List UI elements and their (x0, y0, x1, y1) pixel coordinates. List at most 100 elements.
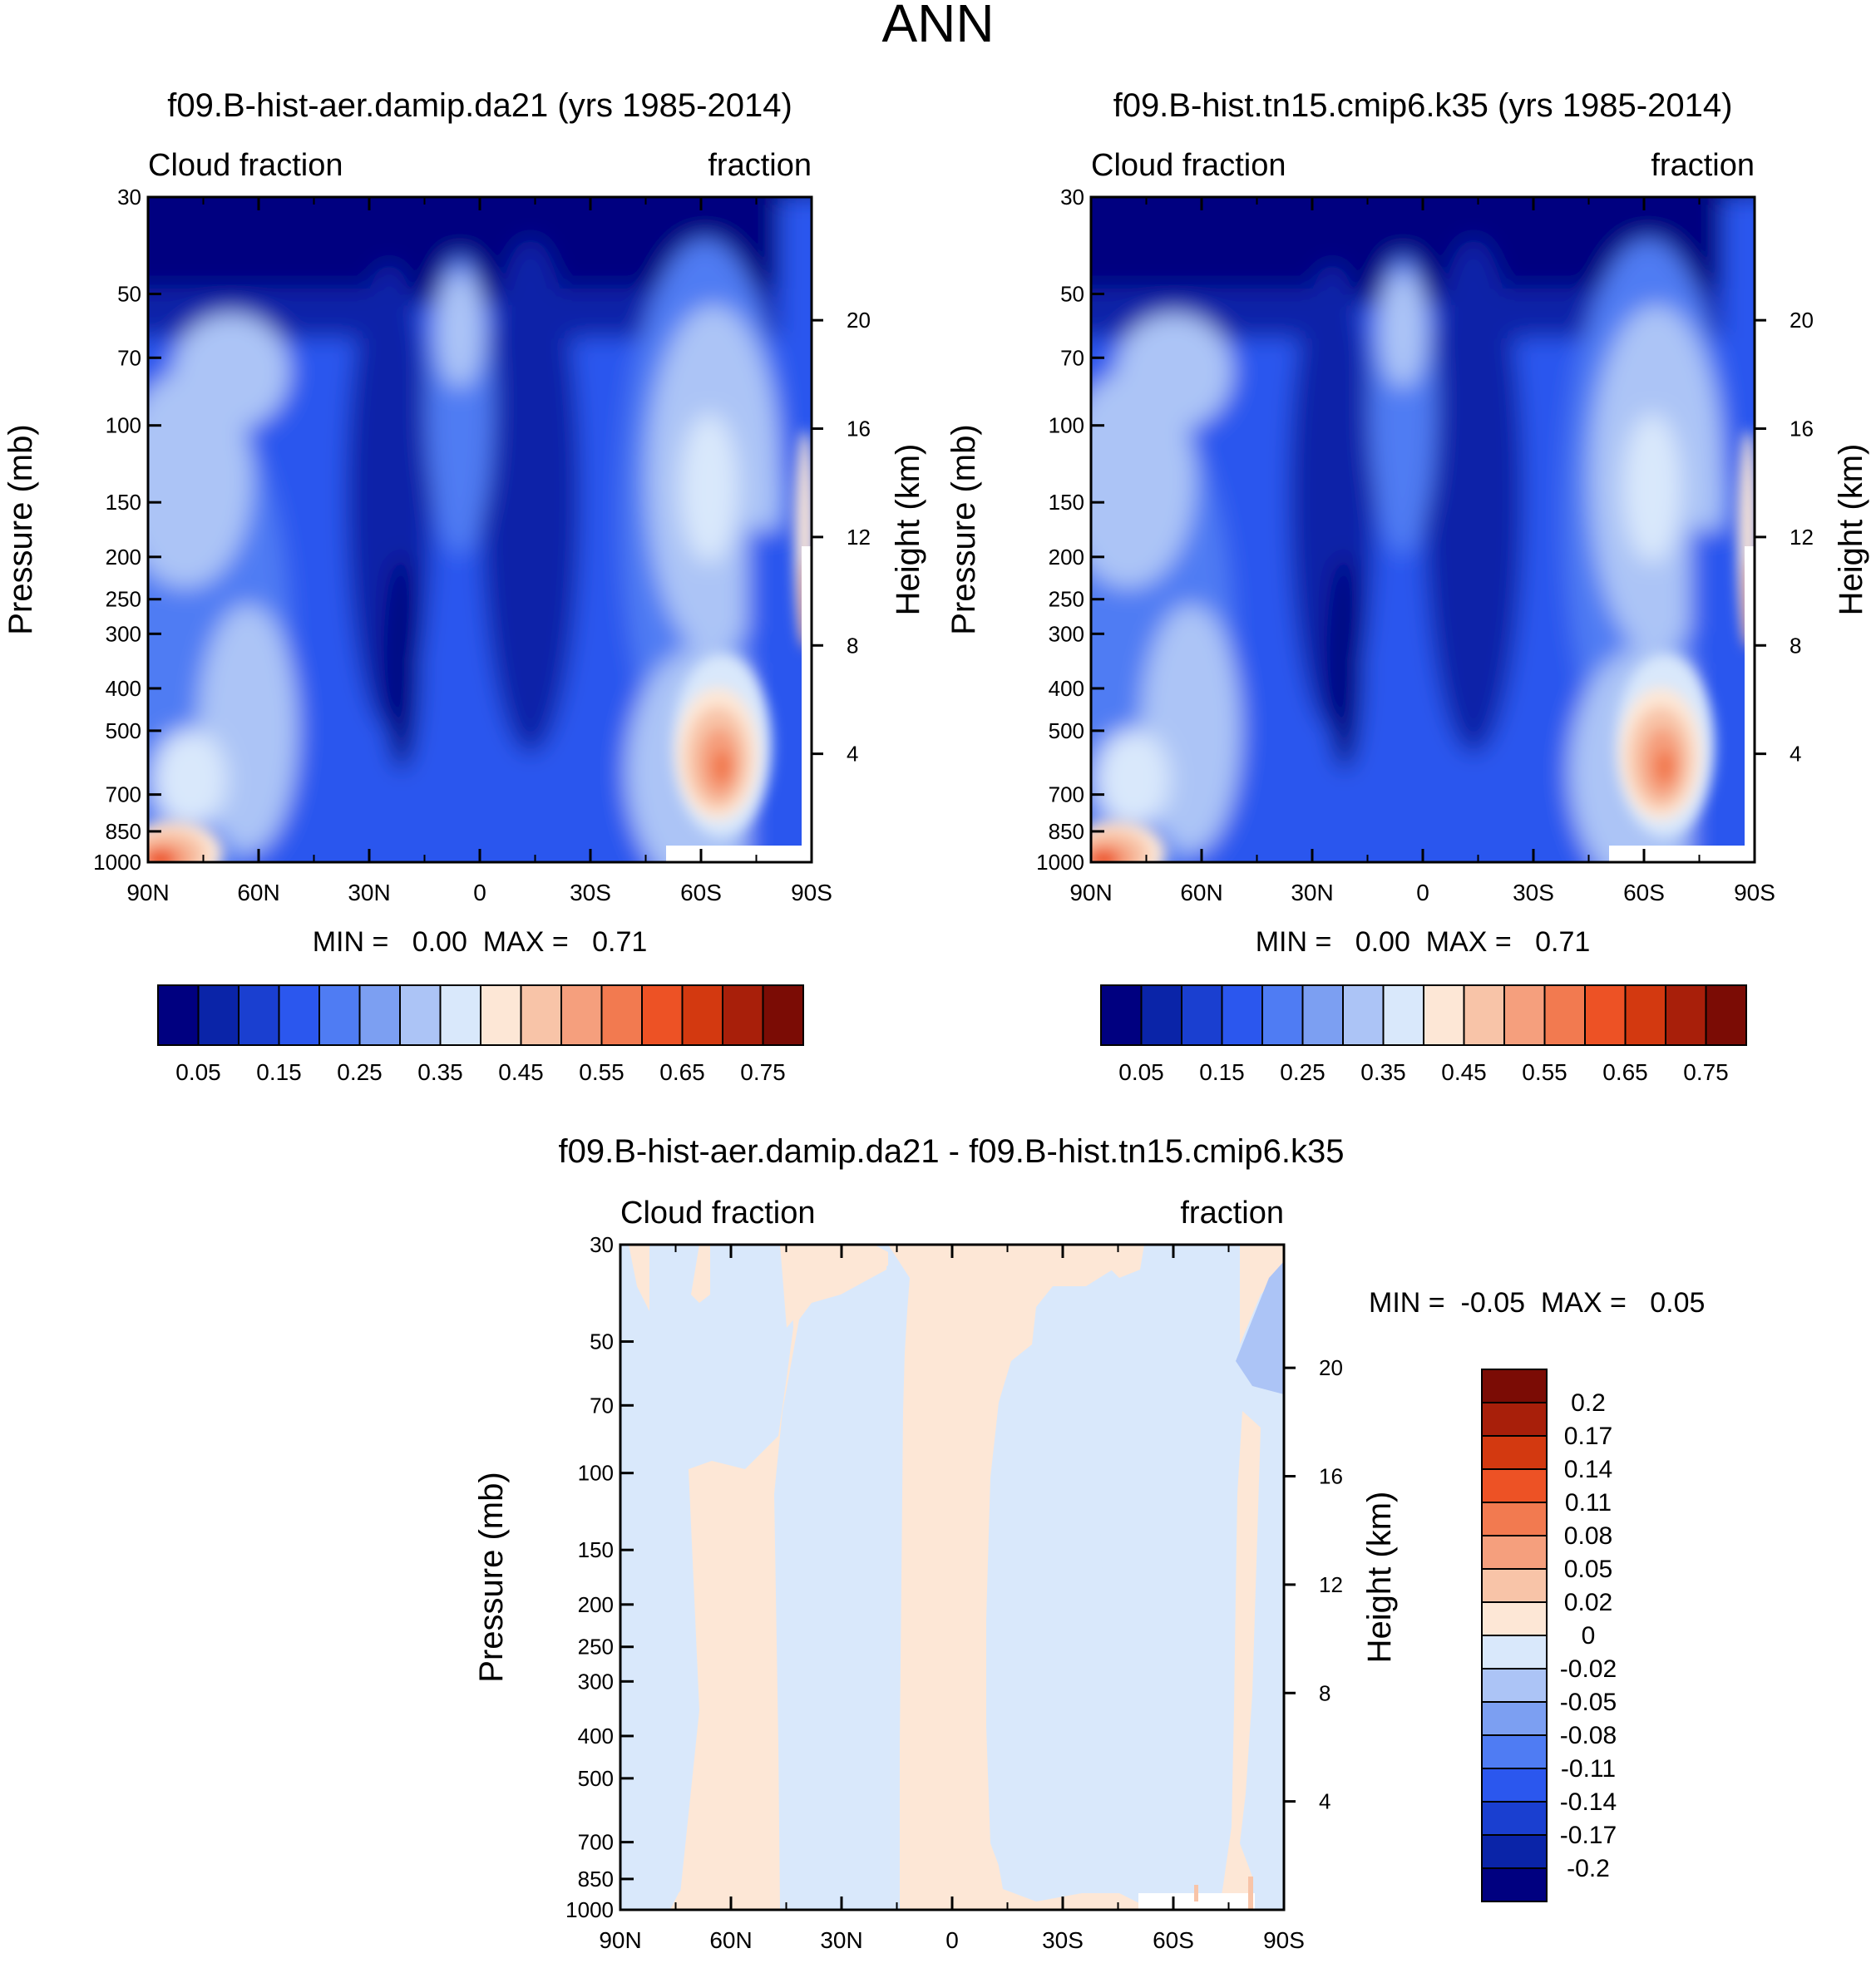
height-tick-label: 4 (1790, 742, 1801, 767)
colorbar-label: 0.08 (1564, 1522, 1612, 1550)
y-tick-label: 250 (1049, 587, 1084, 612)
panel-difference: f09.B-hist-aer.damip.da21 - f09.B-hist.t… (473, 1133, 1705, 1953)
y-tick-label: 150 (1049, 490, 1084, 515)
y-tick-label: 250 (578, 1635, 614, 1660)
colorbar-swatch (1481, 1369, 1548, 1403)
height-tick-label: 16 (1319, 1464, 1343, 1489)
height-tick-label: 20 (1790, 308, 1814, 333)
x-tick-label: 30N (1291, 880, 1333, 905)
colorbar-label: 0.55 (579, 1059, 625, 1085)
colorbar-swatch (197, 984, 239, 1046)
colorbar-label: 0.75 (740, 1059, 786, 1085)
colorbar-swatch (1463, 984, 1505, 1046)
colorbar-label: -0.11 (1561, 1755, 1616, 1783)
colorbar: 0.2 0.17 0.14 0.11 0.08 0.05 0.02 0 -0.02 -0.05 -0… (1481, 1369, 1617, 1902)
y-axis-label: Pressure (mb) (945, 424, 982, 634)
colorbar-label: 0.05 (175, 1059, 221, 1085)
y-axis-label: Pressure (mb) (2, 424, 39, 634)
colorbar-label: 0.65 (659, 1059, 705, 1085)
panel-title: f09.B-hist.tn15.cmip6.k35 (yrs 1985-2014… (1113, 87, 1733, 124)
colorbar-swatch (600, 984, 643, 1046)
panel-model-a: f09.B-hist-aer.damip.da21 (yrs 1985-2014… (2, 87, 926, 1085)
y-tick-label: 1000 (1036, 850, 1084, 875)
colorbar-label: 0.05 (1118, 1059, 1164, 1085)
y-tick-label: 100 (578, 1461, 614, 1486)
colorbar-swatch (722, 984, 764, 1046)
colorbar-swatch (1481, 1535, 1548, 1570)
y-tick-label: 850 (578, 1867, 614, 1892)
y-tick-label: 30 (1060, 185, 1084, 210)
y-tick-label: 400 (106, 676, 141, 701)
colorbar-swatch (358, 984, 401, 1046)
x-tick-label: 0 (1416, 880, 1429, 905)
x-tick-label: 30N (348, 880, 390, 905)
colorbar-label: 0.15 (256, 1059, 302, 1085)
height-tick-label: 12 (847, 525, 871, 550)
colorbar-label: 0.65 (1602, 1059, 1648, 1085)
colorbar-swatch (1481, 1568, 1548, 1603)
x-tick-label: 60N (1180, 880, 1222, 905)
x-tick-label: 90N (126, 880, 169, 905)
colorbar-label: -0.2 (1567, 1855, 1610, 1882)
colorbar-label: 0.35 (417, 1059, 463, 1085)
colorbar-swatch (1481, 1801, 1548, 1836)
x-tick-label: 60S (1623, 880, 1665, 905)
x-tick-label: 30N (820, 1927, 862, 1953)
colorbar-label: -0.05 (1560, 1689, 1617, 1716)
right-label: fraction (708, 148, 812, 183)
y-tick-label: 100 (106, 413, 141, 438)
colorbar: 0.05 0.15 0.25 0.35 0.45 0.55 0.65 0.75 (1100, 984, 1747, 1085)
x-tick-label: 60S (680, 880, 722, 905)
colorbar-swatch (1481, 1668, 1548, 1703)
left-label: Cloud fraction (620, 1196, 815, 1231)
colorbar-label: 0.02 (1564, 1589, 1612, 1616)
x-tick-label: 30S (1042, 1927, 1084, 1953)
y-tick-label: 50 (1060, 282, 1084, 307)
height-tick-label: 12 (1790, 525, 1814, 550)
height-tick-label: 8 (1790, 633, 1801, 658)
colorbar-swatch (1181, 984, 1223, 1046)
y-tick-label: 500 (578, 1766, 614, 1791)
min-max-text: MIN = 0.00 MAX = 0.71 (313, 926, 648, 958)
contour-field (620, 1245, 1284, 1910)
x-tick-label: 60S (1153, 1927, 1194, 1953)
y-tick-label: 30 (117, 185, 141, 210)
y-tick-label: 50 (590, 1329, 614, 1354)
y-tick-label: 500 (1049, 718, 1084, 743)
min-max-text: MIN = 0.00 MAX = 0.71 (1256, 926, 1591, 958)
x-tick-label: 90N (1069, 880, 1112, 905)
x-tick-label: 30S (1513, 880, 1554, 905)
y-tick-label: 100 (1049, 413, 1084, 438)
y-tick-label: 700 (106, 782, 141, 807)
y-tick-label: 700 (1049, 782, 1084, 807)
colorbar: 0.05 0.15 0.25 0.35 0.45 0.55 0.65 0.75 (157, 984, 804, 1085)
panel-title: f09.B-hist-aer.damip.da21 - f09.B-hist.t… (559, 1133, 1345, 1170)
colorbar-swatch (520, 984, 562, 1046)
x-tick-label: 0 (945, 1927, 959, 1953)
y-tick-label: 30 (590, 1232, 614, 1257)
colorbar-swatch (278, 984, 320, 1046)
y-tick-label: 1000 (93, 850, 141, 875)
y-tick-label: 200 (106, 545, 141, 570)
height-tick-label: 20 (847, 308, 871, 333)
colorbar-label: 0.11 (1565, 1489, 1612, 1517)
colorbar-label: -0.02 (1560, 1655, 1617, 1683)
colorbar-swatch (399, 984, 442, 1046)
colorbar-swatch (1481, 1734, 1548, 1769)
colorbar-label: 0.55 (1522, 1059, 1567, 1085)
height-tick-label: 16 (847, 417, 871, 441)
right-label: fraction (1651, 148, 1755, 183)
y-axis-right-label: Height (km) (1833, 444, 1869, 616)
y-tick-label: 400 (578, 1724, 614, 1749)
colorbar-swatch (1481, 1867, 1548, 1902)
x-tick-label: 60N (237, 880, 279, 905)
colorbar-label: 0.45 (498, 1059, 544, 1085)
colorbar-swatch (1221, 984, 1263, 1046)
y-tick-label: 70 (1060, 345, 1084, 370)
panel-title: f09.B-hist-aer.damip.da21 (yrs 1985-2014… (167, 87, 792, 124)
colorbar-label: 0.2 (1571, 1389, 1606, 1417)
x-tick-label: 0 (473, 880, 486, 905)
colorbar-swatch (1481, 1435, 1548, 1470)
colorbar-label: -0.17 (1560, 1822, 1617, 1849)
